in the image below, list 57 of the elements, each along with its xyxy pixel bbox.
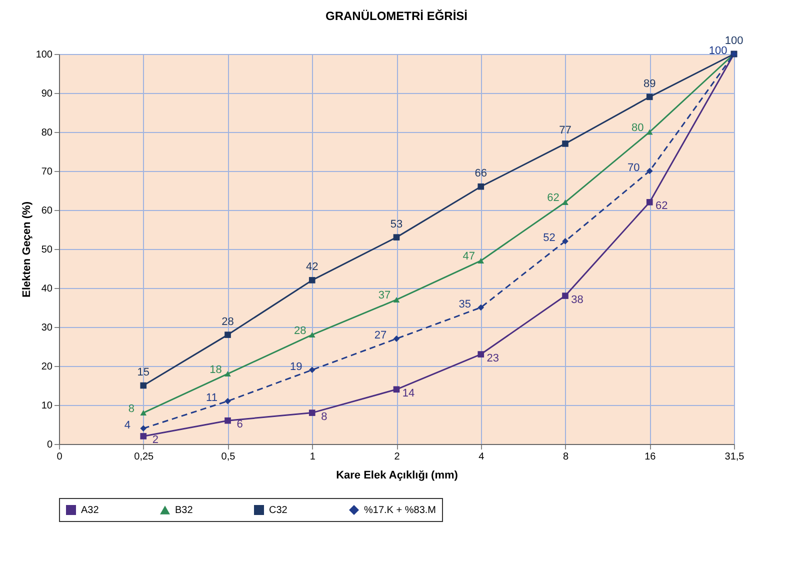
data-label: 89 — [644, 78, 656, 90]
data-label: 80 — [632, 122, 644, 134]
data-label: 23 — [486, 352, 499, 364]
legend-label: B32 — [175, 505, 194, 516]
data-label: 47 — [462, 250, 475, 263]
data-label: 6 — [236, 418, 243, 431]
data-label: 14 — [402, 387, 415, 400]
data-label: 2 — [152, 434, 158, 446]
data-label: 77 — [559, 124, 572, 137]
y-tick-label: 40 — [41, 284, 53, 294]
data-label: 66 — [474, 168, 487, 180]
data-label: 35 — [458, 298, 471, 310]
x-tick-label: 0 — [56, 452, 63, 462]
y-tick-label: 10 — [41, 400, 53, 412]
y-tick-label: 60 — [41, 206, 53, 216]
x-tick-label: 8 — [562, 452, 569, 462]
x-tick-label: 0,25 — [134, 452, 154, 462]
chart-title: GRANÜLOMETRİ EĞRİSİ — [325, 9, 468, 23]
data-label: 62 — [656, 200, 668, 212]
y-tick-label: 100 — [36, 50, 53, 60]
data-label: 100 — [724, 35, 744, 47]
legend-label: A32 — [81, 505, 100, 516]
data-label: 42 — [306, 261, 318, 274]
data-label: 27 — [374, 330, 387, 342]
data-label: 28 — [294, 324, 306, 337]
y-tick-label: 80 — [41, 128, 53, 138]
data-label: 38 — [571, 294, 584, 306]
y-tick-label: 70 — [41, 166, 53, 178]
data-label: 52 — [543, 232, 556, 244]
x-tick-label: 4 — [478, 452, 485, 462]
data-label: 8 — [321, 410, 328, 423]
x-tick-label: 16 — [644, 452, 656, 462]
data-label: 37 — [378, 290, 391, 302]
y-axis-title: Elekten Geçen (%) — [20, 201, 33, 298]
y-tick-label: 0 — [46, 440, 53, 450]
y-tick-label: 30 — [41, 322, 53, 334]
data-label: 8 — [128, 402, 134, 415]
data-label: 18 — [210, 364, 222, 376]
data-label: 11 — [206, 392, 218, 404]
x-axis-title: Kare Elek Açıklığı (mm) — [336, 470, 458, 482]
data-label: 19 — [290, 360, 302, 373]
legend-label: C32 — [269, 505, 288, 516]
y-tick-label: 50 — [41, 244, 53, 256]
x-tick-label: 1 — [310, 452, 316, 462]
data-label: 15 — [137, 366, 150, 378]
y-tick-label: 20 — [41, 362, 53, 372]
data-label: 62 — [547, 192, 560, 204]
data-label: 70 — [628, 162, 640, 174]
legend-label: %17.K + %83.M — [364, 505, 436, 516]
data-label: 53 — [390, 218, 403, 230]
x-tick-label: 31,5 — [724, 452, 745, 462]
y-tick-label: 90 — [41, 88, 53, 100]
data-label: 4 — [124, 419, 130, 432]
data-label: 28 — [222, 316, 234, 328]
x-tick-label: 0,5 — [221, 452, 236, 462]
data-label: 100 — [708, 45, 728, 57]
x-tick-label: 2 — [394, 452, 400, 462]
